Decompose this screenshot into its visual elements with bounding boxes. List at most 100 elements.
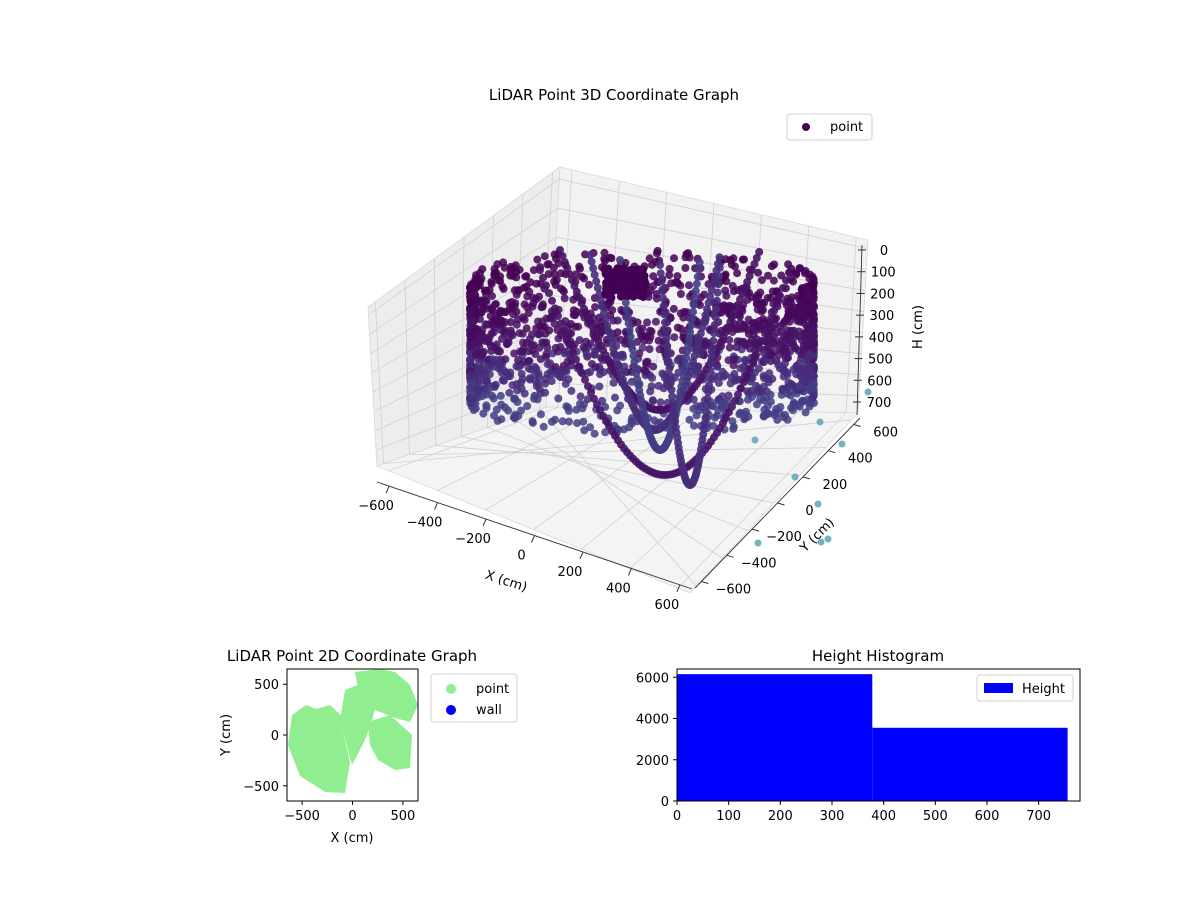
point-3d (580, 274, 588, 283)
grid-line-z-left (375, 382, 548, 451)
point-3d (760, 374, 769, 383)
point-3d (566, 320, 575, 328)
point-3d (753, 291, 762, 299)
point-3d (488, 292, 496, 301)
point-3d (578, 369, 586, 378)
point-3d (487, 346, 496, 355)
point-3d-outlier (824, 535, 832, 543)
point-3d (663, 349, 672, 358)
y-tick-mark-3d (726, 554, 734, 558)
point-3d (784, 353, 792, 362)
point-3d (534, 369, 543, 378)
point-3d (596, 296, 605, 305)
point-3d (551, 304, 559, 313)
legend-height-label: Height (1022, 682, 1065, 697)
point-3d (733, 269, 742, 278)
point-3d (626, 332, 635, 341)
point-3d (488, 355, 497, 364)
point-3d (652, 294, 661, 303)
point-3d (770, 260, 779, 269)
x-tick-mark-3d (385, 485, 390, 494)
point-3d (749, 357, 757, 366)
point-3d (543, 360, 552, 369)
point-3d (567, 386, 576, 395)
point-3d (670, 254, 678, 263)
point-3d (627, 339, 636, 348)
point-3d (551, 415, 559, 424)
point-3d (536, 266, 544, 274)
x-axis-label-3d: X (cm) (483, 568, 529, 596)
point-3d (467, 371, 475, 380)
point-3d (669, 405, 678, 414)
grid-line-x-back (845, 237, 857, 413)
point-3d (670, 411, 679, 420)
point-3d (536, 355, 545, 364)
point-3d (656, 261, 664, 269)
point-3d (758, 336, 766, 345)
point-3d (754, 268, 763, 277)
point-3d (574, 322, 583, 331)
y-tick-mark-3d (751, 528, 760, 532)
point-3d (467, 333, 476, 342)
grid-line-z (557, 207, 867, 271)
point-3d (619, 353, 627, 361)
point-3d (575, 262, 584, 271)
point-3d (766, 293, 775, 302)
point-3d (512, 362, 521, 371)
point-3d (558, 417, 567, 426)
point-3d (526, 365, 535, 374)
point-3d (726, 379, 735, 388)
point-3d (741, 355, 750, 364)
point-3d (715, 253, 724, 262)
point-3d (674, 279, 683, 288)
point-3d (554, 394, 563, 403)
point-3d (789, 402, 798, 411)
point-3d (571, 270, 580, 279)
point-3d (535, 292, 544, 301)
point-3d (550, 270, 559, 279)
point-3d (513, 398, 522, 406)
point-3d (534, 330, 543, 339)
point-3d (492, 316, 501, 325)
point-3d (553, 347, 562, 356)
point-3d (471, 339, 480, 348)
point-3d (781, 411, 790, 419)
point-3d (756, 395, 765, 404)
point-3d (707, 359, 716, 368)
point-3d (524, 309, 533, 318)
point-3d (575, 362, 583, 371)
scatter-2d (288, 669, 418, 793)
point-3d (627, 283, 636, 292)
point-3d (645, 345, 654, 354)
point-3d (572, 355, 580, 364)
point-3d (728, 281, 737, 290)
point-3d (744, 412, 753, 421)
histogram-bar (677, 674, 873, 801)
point-cluster-right (368, 715, 412, 770)
point-3d (559, 287, 568, 296)
point-3d (607, 254, 616, 263)
y-tick-mark-3d (802, 476, 811, 480)
point-3d (589, 264, 598, 273)
point-3d (649, 272, 658, 281)
x-tick-label-hist: 200 (768, 809, 793, 824)
point-3d (581, 375, 589, 384)
point-3d (733, 337, 742, 346)
point-3d (533, 395, 542, 404)
point-3d (673, 272, 682, 281)
point-3d (501, 308, 510, 316)
point-3d (609, 316, 618, 325)
point-3d (735, 410, 744, 419)
z-tick-label-3d: 500 (868, 353, 893, 368)
point-3d (665, 264, 674, 273)
point-3d (466, 394, 475, 403)
y-tick-label-3d: 0 (805, 504, 813, 519)
point-3d (714, 280, 723, 289)
point-3d (521, 272, 530, 281)
x-tick-label-hist: 600 (975, 809, 1000, 824)
point-3d (701, 311, 710, 320)
point-3d (542, 350, 551, 359)
point-3d (695, 406, 704, 415)
y-tick-label-3d: 600 (873, 426, 898, 441)
point-3d (538, 322, 547, 331)
